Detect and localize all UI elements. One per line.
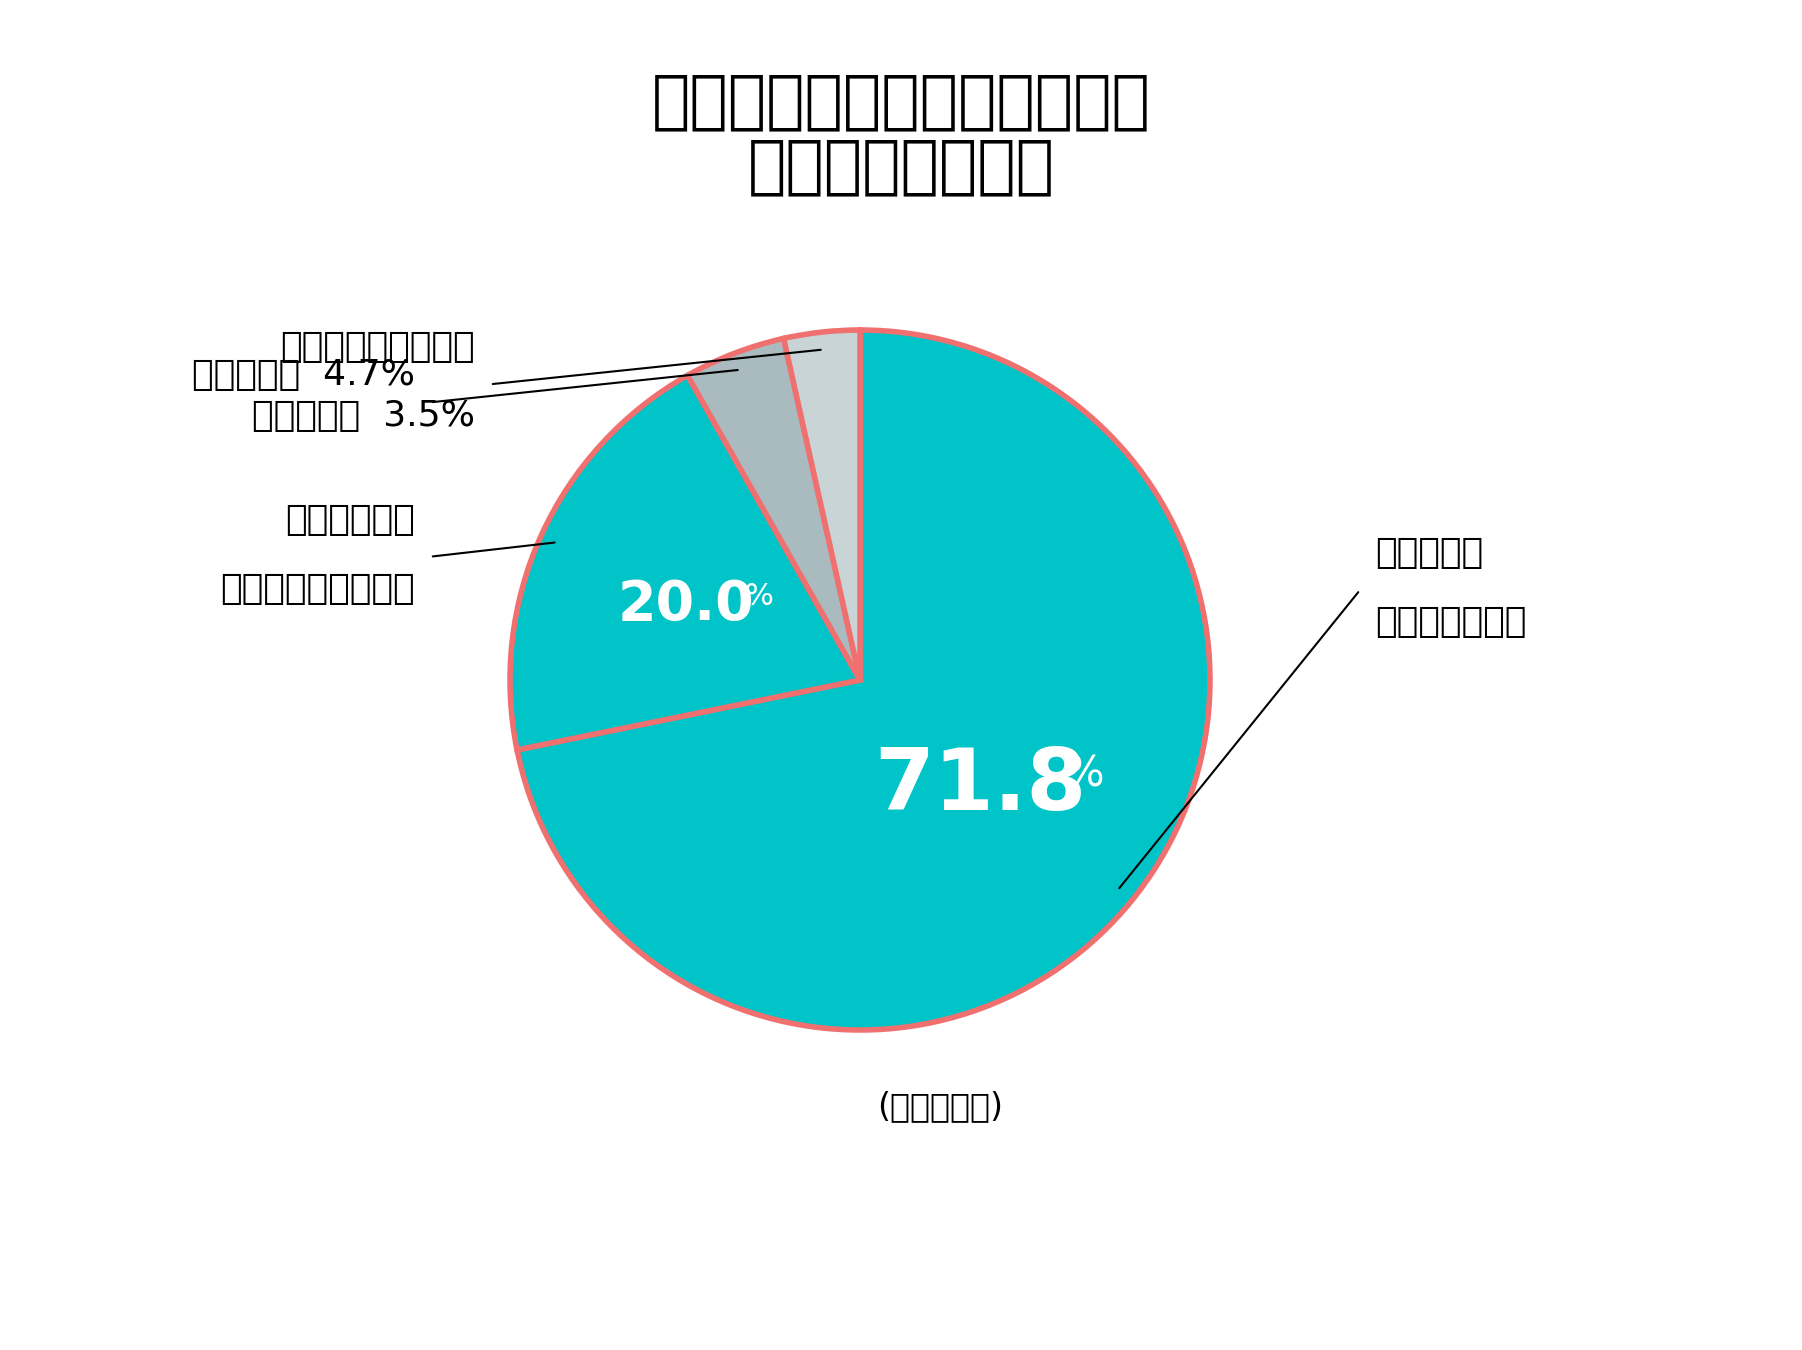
Text: リノベーションマンションの: リノベーションマンションの (652, 70, 1150, 132)
Wedge shape (510, 375, 860, 749)
Text: 分からない  3.5%: 分からない 3.5% (252, 400, 476, 433)
Text: リノベマンションが: リノベマンションが (281, 331, 476, 364)
Text: 購入を検討するか: 購入を検討するか (748, 135, 1054, 197)
Wedge shape (688, 339, 860, 680)
Wedge shape (517, 329, 1209, 1030)
Text: 興味があり: 興味があり (1375, 536, 1483, 570)
Text: %: % (1065, 753, 1105, 795)
Text: %: % (744, 582, 773, 612)
Text: 興味がない  4.7%: 興味がない 4.7% (193, 358, 414, 393)
Text: 購入を検討する: 購入を検討する (1375, 605, 1526, 639)
Text: 20.0: 20.0 (618, 578, 755, 632)
Wedge shape (784, 329, 860, 680)
Text: 71.8: 71.8 (874, 745, 1087, 828)
Text: 興味はあるが: 興味はあるが (285, 502, 414, 537)
Text: 購入の検討はしない: 購入の検討はしない (220, 571, 414, 606)
Text: (ｎ＝１７０): (ｎ＝１７０) (878, 1089, 1004, 1123)
